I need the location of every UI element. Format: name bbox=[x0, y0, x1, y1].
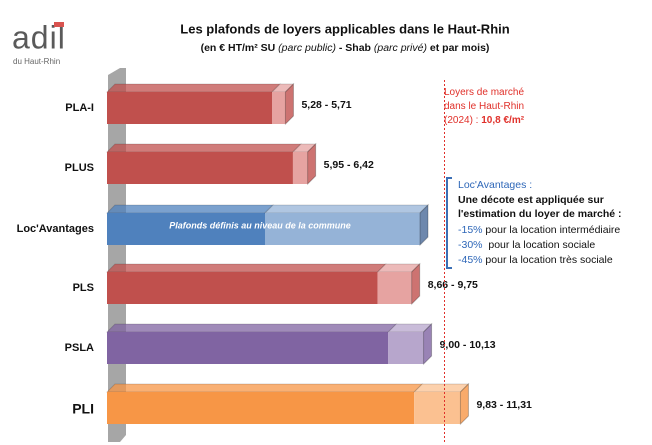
bar-low-top bbox=[105, 263, 387, 273]
bar-end bbox=[411, 262, 421, 306]
logo-sub: du Haut-Rhin bbox=[13, 57, 60, 66]
bar-low-top bbox=[105, 143, 303, 153]
category-label: PLI bbox=[72, 401, 94, 417]
bar-end bbox=[284, 82, 294, 126]
bracket bbox=[446, 177, 452, 269]
subtitle-part: (parc public) bbox=[278, 42, 336, 54]
logo-accent bbox=[54, 22, 64, 27]
bar-high bbox=[292, 152, 308, 184]
bar-end bbox=[307, 142, 317, 186]
bar-low bbox=[107, 332, 389, 364]
box-line: l'estimation du loyer de marché : bbox=[458, 208, 622, 220]
bar-high-top bbox=[412, 383, 470, 393]
category-label: PLUS bbox=[65, 162, 94, 174]
box-rate: -15% bbox=[458, 224, 483, 236]
bar-high bbox=[272, 92, 286, 124]
box-text: pour la location très sociale bbox=[483, 254, 613, 266]
bar-high bbox=[388, 332, 424, 364]
category-label: PLS bbox=[73, 282, 94, 294]
box-item: -30% pour la location sociale bbox=[458, 239, 595, 251]
band-bar bbox=[107, 213, 265, 245]
subtitle-part: - Shab bbox=[336, 42, 374, 54]
value-label: 9,83 - 11,31 bbox=[476, 399, 532, 411]
bar-end bbox=[423, 322, 433, 366]
bar-low bbox=[107, 152, 293, 184]
bar-low-top bbox=[105, 383, 424, 393]
market-label: (2024) : 10,8 €/m² bbox=[444, 115, 525, 126]
category-label: PSLA bbox=[65, 342, 94, 354]
subtitle-part: et par mois) bbox=[427, 42, 489, 54]
box-title: Loc'Avantages : bbox=[458, 179, 532, 191]
bar-low bbox=[107, 392, 415, 424]
box-item: -45% pour la location très sociale bbox=[458, 254, 613, 266]
value-label: 5,95 - 6,42 bbox=[324, 159, 374, 171]
band-bar-light-top bbox=[263, 204, 430, 214]
subtitle-part: (parc privé) bbox=[374, 42, 427, 54]
box-item: -15% pour la location intermédiaire bbox=[458, 224, 620, 236]
market-label-text: (2024) : bbox=[444, 115, 481, 126]
box-text: pour la location intermédiaire bbox=[483, 224, 621, 236]
value-label: 5,28 - 5,71 bbox=[301, 99, 351, 111]
market-label-text: Loyers de marché bbox=[444, 87, 524, 98]
market-label: dans le Haut-Rhin bbox=[444, 101, 524, 112]
bar-low-top bbox=[105, 83, 282, 93]
box-text: pour la location sociale bbox=[483, 239, 596, 251]
value-label: 9,00 - 10,13 bbox=[440, 339, 496, 351]
bar-low-top bbox=[105, 323, 398, 333]
category-label: PLA-I bbox=[65, 102, 94, 114]
market-label: Loyers de marché bbox=[444, 87, 524, 98]
band-text: Plafonds définis au niveau de la commune bbox=[169, 220, 351, 230]
box-rate: -30% bbox=[458, 239, 483, 251]
chart-title: Les plafonds de loyers applicables dans … bbox=[180, 21, 509, 36]
band-bar-top bbox=[105, 204, 275, 214]
bar-high bbox=[377, 272, 412, 304]
market-label-text: dans le Haut-Rhin bbox=[444, 101, 524, 112]
bar-end bbox=[419, 203, 429, 247]
subtitle-part: (en € HT/m² SU bbox=[201, 42, 279, 54]
chart-subtitle: (en € HT/m² SU (parc public) - Shab (par… bbox=[201, 42, 490, 54]
band-bar-light bbox=[265, 213, 420, 245]
box-line: Une décote est appliquée sur bbox=[458, 194, 604, 206]
market-value: 10,8 €/m² bbox=[481, 115, 524, 126]
value-label: 8,66 - 9,75 bbox=[428, 279, 478, 291]
category-label: Loc'Avantages bbox=[17, 223, 94, 235]
bar-low bbox=[107, 92, 272, 124]
box-rate: -45% bbox=[458, 254, 483, 266]
bar-low bbox=[107, 272, 378, 304]
bar-end bbox=[459, 382, 469, 426]
bar-high bbox=[414, 392, 461, 424]
